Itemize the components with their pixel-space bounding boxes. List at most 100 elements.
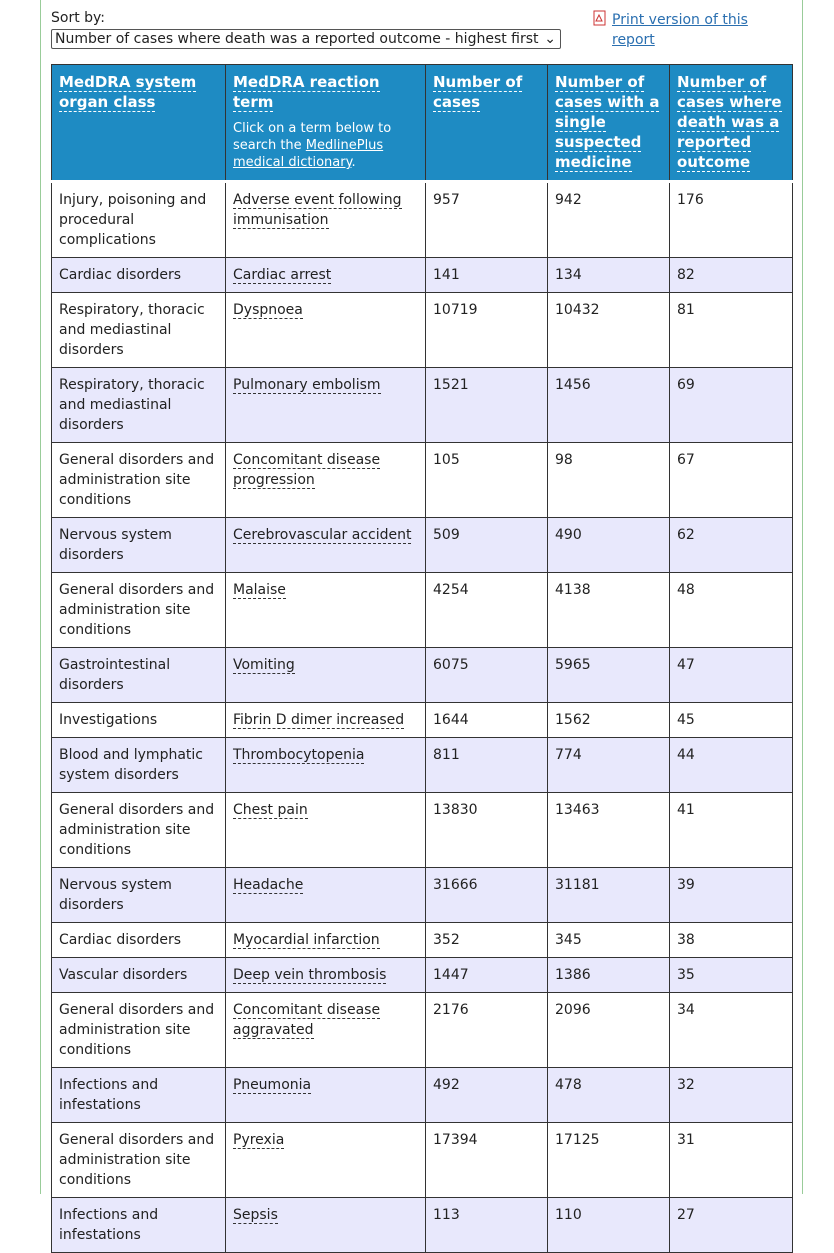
table-cell: 6075 [425,647,548,703]
table-cell: Fibrin D dimer increased [225,702,426,738]
table-cell: Investigations [51,702,226,738]
reaction-term-link[interactable]: Pulmonary embolism [233,377,381,394]
table-cell: 27 [669,1197,793,1253]
table-cell: Chest pain [225,792,426,868]
sort-select[interactable]: Number of cases where death was a report… [51,29,561,49]
reaction-term-link[interactable]: Deep vein thrombosis [233,967,387,984]
reaction-term-link[interactable]: Pneumonia [233,1077,312,1094]
table-cell: Headache [225,867,426,923]
column-header: Number of cases where death was a report… [669,64,793,183]
header-text[interactable]: MedDRA system organ class [59,73,197,112]
table-cell: Infections and infestations [51,1067,226,1123]
reaction-term-link[interactable]: Sepsis [233,1207,278,1224]
table-cell: Malaise [225,572,426,648]
page: Sort by: Number of cases where death was… [40,0,803,1253]
print-link[interactable]: Print version of this report [612,12,748,48]
table-cell: 774 [547,737,670,793]
table-cell: 1447 [425,957,548,993]
table-cell: 38 [669,922,793,958]
table-cell: Pyrexia [225,1122,426,1198]
table-cell: 17125 [547,1122,670,1198]
reaction-term-link[interactable]: Adverse event following immunisation [233,192,402,229]
table-cell: 35 [669,957,793,993]
table-cell: 82 [669,257,793,293]
table-row: Cardiac disorders Cardiac arrest 141 134 82 [51,257,793,293]
reaction-term-link[interactable]: Thrombocytopenia [233,747,365,764]
header-text[interactable]: MedDRA reaction term [233,73,380,112]
table-cell: Vascular disorders [51,957,226,993]
table-cell: 509 [425,517,548,573]
table-row: General disorders and administration sit… [51,792,793,868]
table-cell: 176 [669,181,793,258]
table-row: Infections and infestations Pneumonia 492 4… [51,1067,793,1123]
reaction-term-link[interactable]: Chest pain [233,802,308,819]
table-row: General disorders and administration sit… [51,442,793,518]
table-cell: 113 [425,1197,548,1253]
table-cell: 2096 [547,992,670,1068]
table-cell: 957 [425,181,548,258]
table-body: Injury, poisoning and procedural complic… [51,181,793,1253]
table-cell: 1644 [425,702,548,738]
table-cell: 10432 [547,292,670,368]
table-cell: 811 [425,737,548,793]
table-cell: General disorders and administration sit… [51,442,226,518]
results-table: MedDRA system organ class MedDRA reaction… [51,64,793,1253]
table-cell: Myocardial infarction [225,922,426,958]
header-text[interactable]: Number of cases where death was a report… [677,73,782,172]
table-cell: 490 [547,517,670,573]
reaction-term-link[interactable]: Myocardial infarction [233,932,380,949]
table-cell: 1456 [547,367,670,443]
reaction-term-link[interactable]: Cerebrovascular accident [233,527,412,544]
table-cell: Gastrointestinal disorders [51,647,226,703]
reaction-term-link[interactable]: Dyspnoea [233,302,303,319]
table-cell: Pneumonia [225,1067,426,1123]
table-cell: 942 [547,181,670,258]
table-cell: Adverse event following immunisation [225,181,426,258]
dropdown-arrow: ⌄ [544,31,556,47]
table-cell: 1386 [547,957,670,993]
reaction-term-link[interactable]: Fibrin D dimer increased [233,712,405,729]
table-row: General disorders and administration sit… [51,992,793,1068]
sort-label: Sort by: [51,10,106,26]
reaction-term-link[interactable]: Malaise [233,582,286,599]
table-row: General disorders and administration sit… [51,1122,793,1198]
table-cell: Injury, poisoning and procedural complic… [51,181,226,258]
table-row: Respiratory, thoracic and mediastinal di… [51,367,793,443]
reaction-term-link[interactable]: Headache [233,877,304,894]
header-text[interactable]: Number of cases with a single suspected … [555,73,660,172]
table-row: Infections and infestations Sepsis 113 110 2… [51,1197,793,1253]
reaction-term-link[interactable]: Pyrexia [233,1132,285,1149]
table-cell: General disorders and administration sit… [51,992,226,1068]
note-text: Click on a term below to search the [233,121,392,153]
reaction-term-link[interactable]: Concomitant disease aggravated [233,1002,381,1039]
table-cell: Cardiac arrest [225,257,426,293]
table-cell: 44 [669,737,793,793]
table-cell: Sepsis [225,1197,426,1253]
table-cell: 17394 [425,1122,548,1198]
table-cell: 31666 [425,867,548,923]
table-cell: 67 [669,442,793,518]
table-cell: 13830 [425,792,548,868]
header-text[interactable]: Number of cases [433,73,523,112]
table-cell: 31181 [547,867,670,923]
table-cell: General disorders and administration sit… [51,792,226,868]
table-cell: Respiratory, thoracic and mediastinal di… [51,367,226,443]
reaction-term-link[interactable]: Cardiac arrest [233,267,332,284]
table-cell: 81 [669,292,793,368]
table-cell: Blood and lymphatic system disorders [51,737,226,793]
column-header: Number of cases with a single suspected … [547,64,670,183]
table-row: Cardiac disorders Myocardial infarction 35… [51,922,793,958]
reaction-term-link[interactable]: Vomiting [233,657,295,674]
reaction-term-link[interactable]: Concomitant disease progression [233,452,381,489]
table-row: Nervous system disorders Headache 31666 311… [51,867,793,923]
table-cell: 41 [669,792,793,868]
table-cell: 345 [547,922,670,958]
table-row: Nervous system disorders Cerebrovascular … [51,517,793,573]
table-cell: 5965 [547,647,670,703]
header-note: Click on a term below to search the Medl… [233,120,418,171]
column-header: Number of cases [425,64,548,183]
table-cell: 1521 [425,367,548,443]
table-cell: Concomitant disease progression [225,442,426,518]
table-row: Gastrointestinal disorders Vomiting 6075 59… [51,647,793,703]
frame [40,0,803,1194]
